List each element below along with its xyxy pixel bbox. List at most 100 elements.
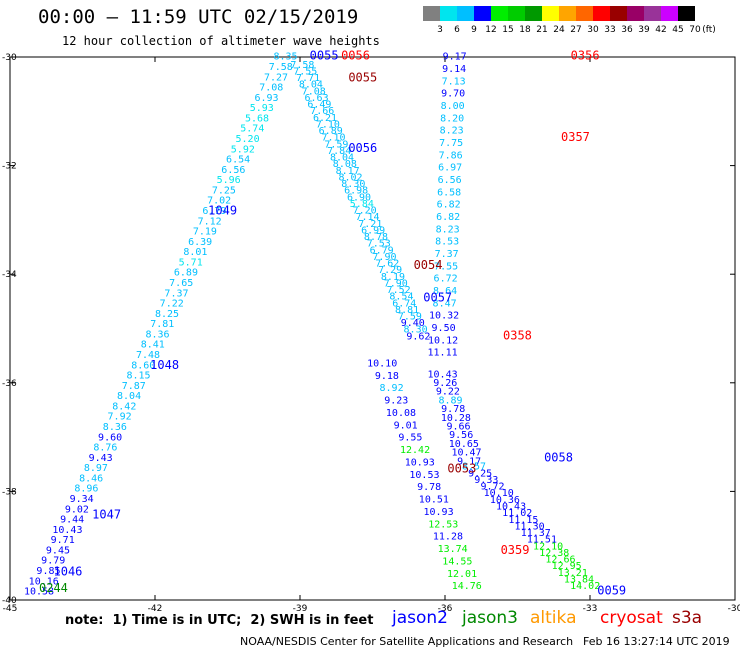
swh-value: 8.64 [433, 286, 457, 297]
legend-altika: altika [530, 608, 577, 628]
swh-value: 7.71 [296, 73, 320, 84]
swh-value: 5.96 [217, 175, 241, 186]
swh-value: 6.74 [392, 298, 416, 309]
scale-label: 12 [485, 25, 497, 35]
track-label: 0056 [348, 141, 377, 155]
swh-value: 6.89 [319, 126, 343, 137]
swh-value: 6.21 [313, 113, 337, 124]
swh-value: 10.08 [386, 408, 416, 419]
swh-value: 8.36 [145, 329, 169, 340]
swh-value: 8.04 [299, 80, 323, 91]
swh-value: 9.78 [441, 404, 465, 415]
swh-value: 12.53 [428, 519, 458, 530]
swh-value: 10.16 [29, 576, 59, 587]
track-label: 0059 [597, 584, 626, 598]
swh-value: 7.12 [198, 216, 222, 227]
swh-value: 6.98 [344, 186, 368, 197]
swh-value: 9.70 [441, 89, 465, 100]
units-note: note: 1) Time is in UTC; 2) SWH is in fe… [65, 613, 374, 628]
swh-value: 9.22 [436, 387, 460, 398]
swh-value: 10.93 [405, 457, 435, 468]
scale-swatch [457, 6, 474, 21]
swh-value: 9.60 [98, 432, 122, 443]
swh-value: 7.48 [136, 350, 160, 361]
scale-label: 18 [519, 25, 531, 35]
swh-value: 8.54 [389, 292, 413, 303]
swh-value: 7.08 [259, 83, 283, 94]
scale-label: 6 [454, 25, 460, 35]
swh-value: 10.36 [490, 495, 520, 506]
swh-value: 7.08 [302, 86, 326, 97]
track-label: 0055 [348, 70, 377, 84]
swh-value: 7.90 [372, 252, 396, 263]
swh-value: 9.02 [65, 504, 89, 515]
swh-value: 7.13 [442, 76, 466, 87]
swh-value: 9.25 [468, 468, 492, 479]
swh-value: 9.85 [36, 566, 60, 577]
swh-value: 5.68 [245, 113, 269, 124]
track-label: 1046 [54, 565, 83, 579]
scale-label: 3 [437, 25, 443, 35]
swh-value: 7.59 [324, 139, 348, 150]
swh-value: 6.89 [174, 268, 198, 279]
swh-value: 7.75 [439, 138, 463, 149]
legend-s3a: s3a [672, 608, 703, 628]
lat-tick-label: -36 [2, 379, 17, 389]
swh-value: 8.30 [404, 325, 428, 336]
track-label: 0056 [341, 49, 370, 63]
swh-value: 9.14 [442, 64, 466, 75]
swh-value: 9.79 [41, 556, 65, 567]
swh-value: 7.25 [212, 185, 236, 196]
scale-label: 30 [587, 25, 599, 35]
legend-jason3: jason3 [462, 608, 518, 628]
swh-value: 6.82 [436, 212, 460, 223]
swh-value: 7.19 [193, 227, 217, 238]
swh-value: 7.92 [108, 412, 132, 423]
lat-tick-label: -40 [2, 596, 17, 606]
scale-label: 21 [536, 25, 548, 35]
swh-value: 11.15 [508, 515, 538, 526]
track-label: 0244 [39, 581, 68, 595]
swh-value: 7.37 [435, 249, 459, 260]
swh-value: 6.63 [305, 93, 329, 104]
swh-value: 9.71 [51, 535, 75, 546]
swh-value: 8.92 [380, 383, 404, 394]
swh-value: 13.84 [564, 575, 594, 586]
swh-value: 8.35 [273, 52, 297, 63]
swh-value: 10.51 [419, 495, 449, 506]
swh-value: 9.56 [449, 430, 473, 441]
swh-value: 10.28 [441, 413, 471, 424]
swh-value: 9.18 [375, 371, 399, 382]
swh-value: 5.71 [179, 257, 203, 268]
swh-value: 9.44 [60, 515, 84, 526]
swh-value: 8.42 [112, 401, 136, 412]
swh-value: 8.02 [338, 172, 362, 183]
swh-value: 6.97 [438, 163, 462, 174]
swh-value: 9.72 [480, 482, 504, 493]
scale-swatch [525, 6, 542, 21]
swh-value: 14.55 [442, 556, 472, 567]
swh-value: 12.38 [539, 548, 569, 559]
swh-value: 10.10 [484, 488, 514, 499]
swh-value: 8.41 [141, 340, 165, 351]
map-frame [9, 56, 736, 601]
scale-swatch [576, 6, 593, 21]
swh-value: 7.53 [367, 239, 391, 250]
swh-value: 9.43 [89, 453, 113, 464]
swh-value: 10.12 [428, 335, 458, 346]
swh-value: 8.23 [436, 224, 460, 235]
swh-value: 10.47 [451, 448, 481, 459]
scale-swatch [559, 6, 576, 21]
swh-value: 13.74 [438, 544, 468, 555]
scale-swatch [440, 6, 457, 21]
swh-value: 7.02 [207, 196, 231, 207]
swh-value: 9.45 [46, 545, 70, 556]
swh-value: 7.52 [387, 285, 411, 296]
swh-value: 5.74 [240, 124, 264, 135]
swh-value: 9.26 [433, 378, 457, 389]
swh-value: 8.01 [183, 247, 207, 258]
swh-value: 6.79 [370, 245, 394, 256]
swh-value: 7.55 [293, 66, 317, 77]
scale-label: 39 [638, 25, 650, 35]
scale-label: 9 [471, 25, 477, 35]
